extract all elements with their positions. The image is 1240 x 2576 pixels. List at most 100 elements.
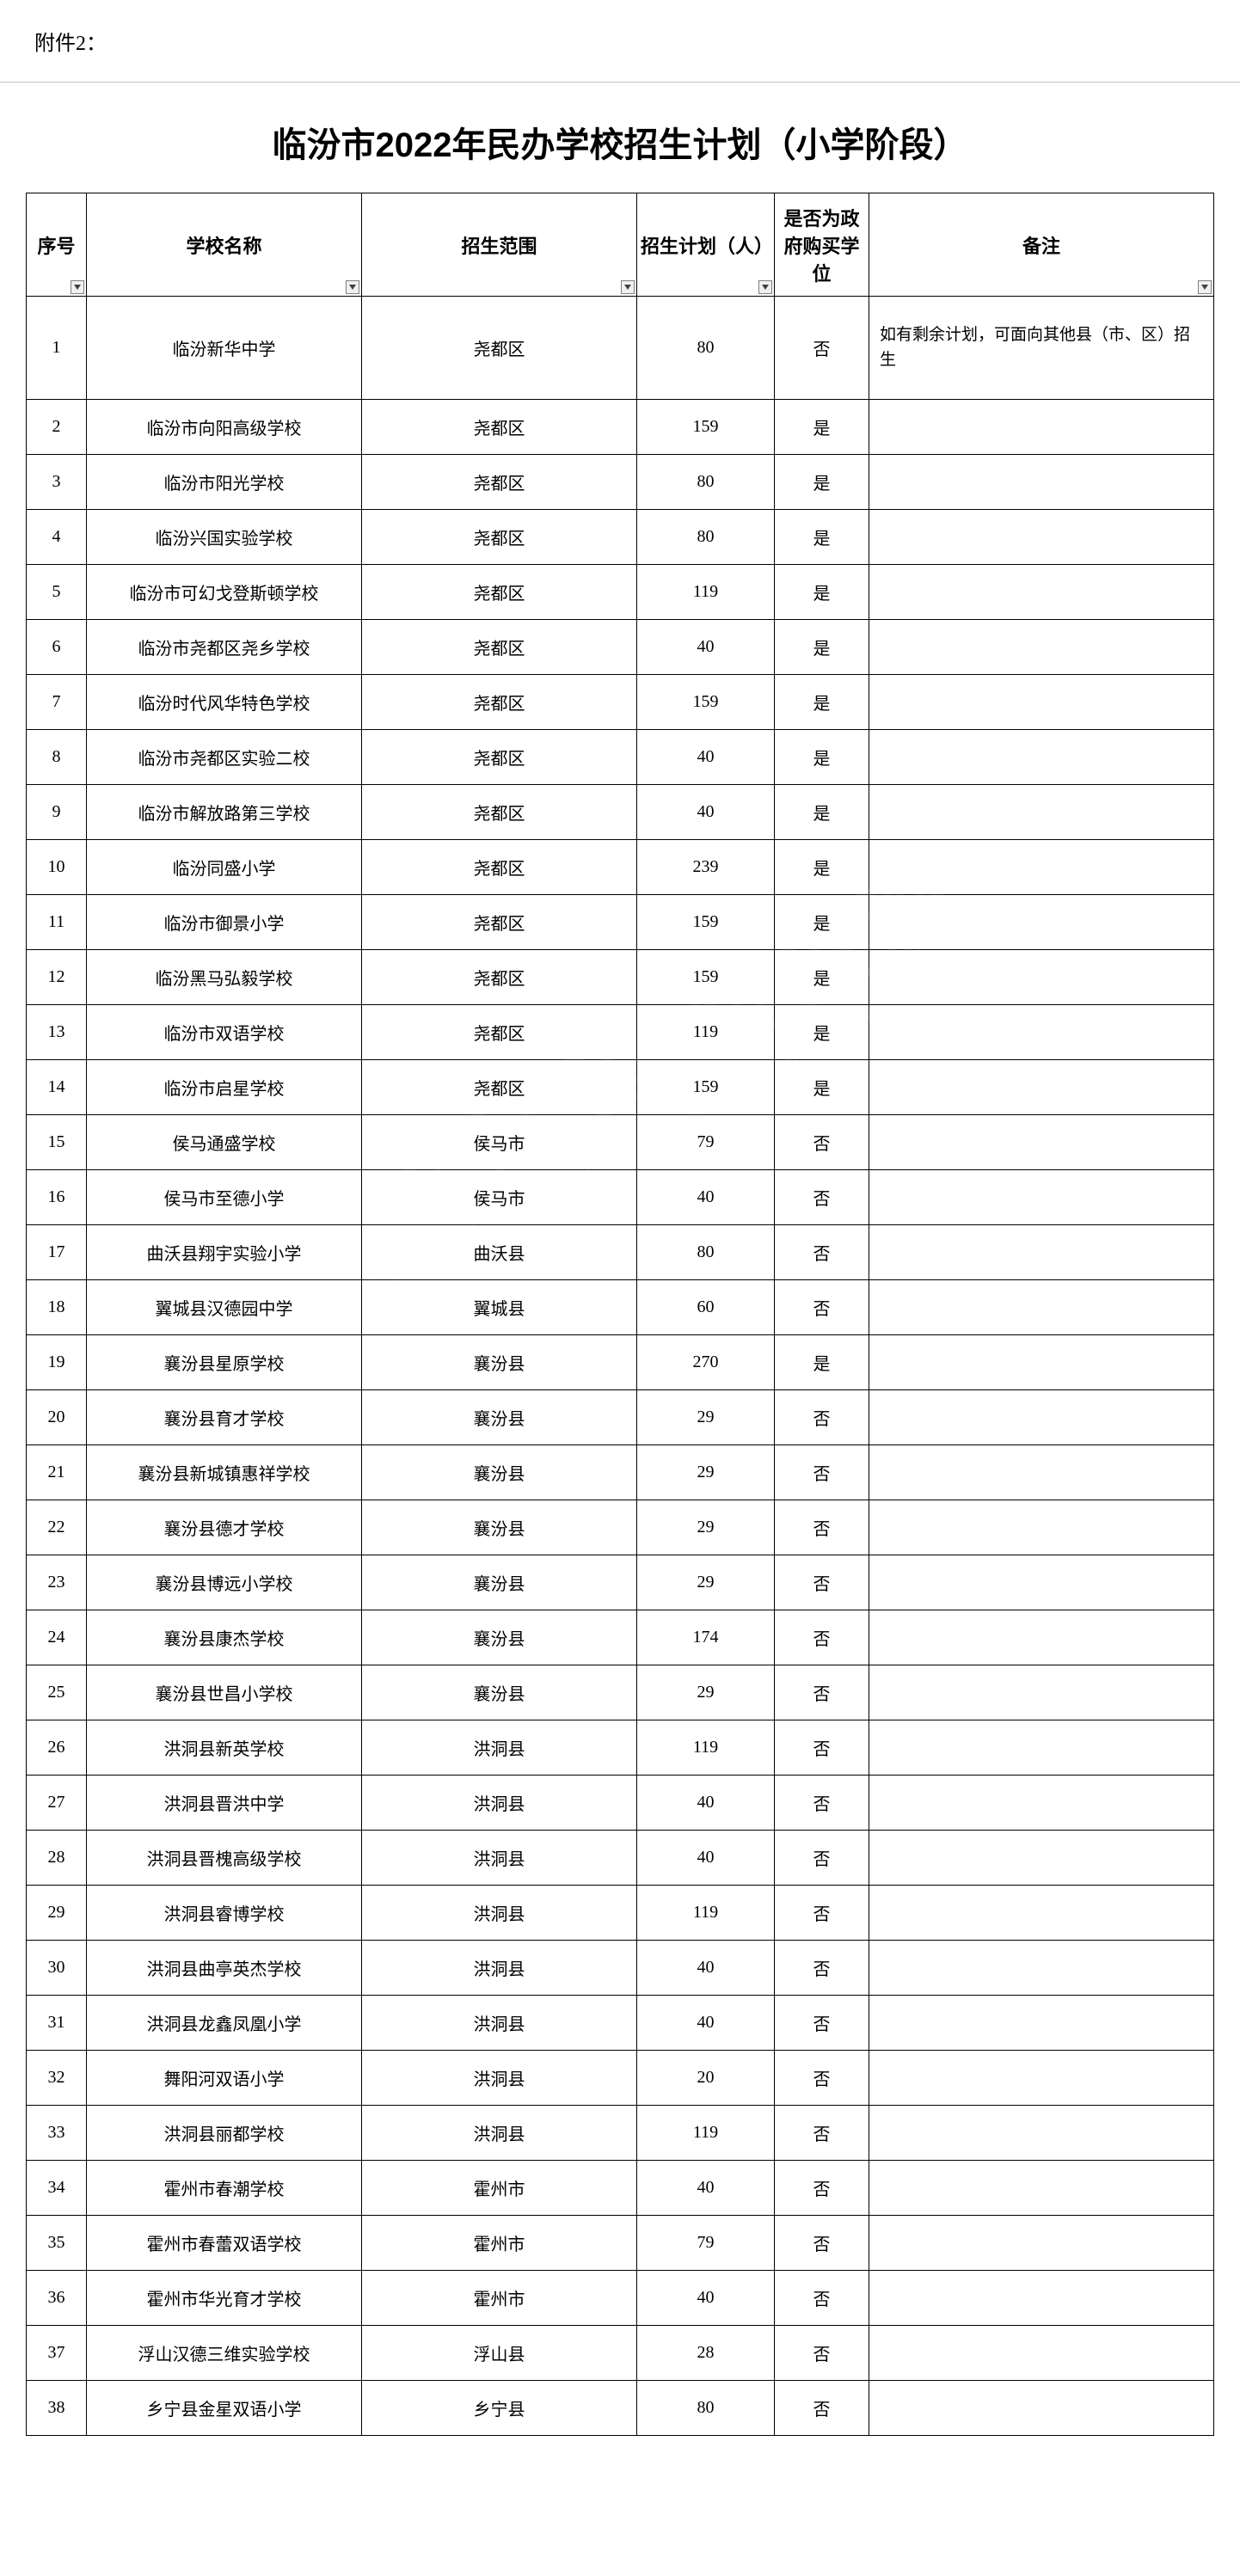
cell-gov: 否 bbox=[775, 2216, 869, 2271]
cell-gov: 否 bbox=[775, 1390, 869, 1445]
cell-gov: 否 bbox=[775, 1280, 869, 1335]
cell-plan: 80 bbox=[637, 1225, 775, 1280]
cell-plan: 159 bbox=[637, 675, 775, 730]
cell-note bbox=[869, 1060, 1214, 1115]
cell-plan: 80 bbox=[637, 510, 775, 565]
cell-idx: 28 bbox=[27, 1831, 87, 1886]
cell-plan: 79 bbox=[637, 1115, 775, 1170]
cell-gov: 是 bbox=[775, 455, 869, 510]
cell-school-name: 侯马通盛学校 bbox=[87, 1115, 362, 1170]
cell-school-name: 襄汾县康杰学校 bbox=[87, 1610, 362, 1665]
cell-plan: 28 bbox=[637, 2326, 775, 2381]
cell-idx: 36 bbox=[27, 2271, 87, 2326]
filter-icon[interactable] bbox=[346, 280, 359, 294]
table-row: 20襄汾县育才学校襄汾县29否 bbox=[27, 1390, 1214, 1445]
cell-plan: 270 bbox=[637, 1335, 775, 1390]
table-row: 15侯马通盛学校侯马市79否 bbox=[27, 1115, 1214, 1170]
cell-plan: 29 bbox=[637, 1555, 775, 1610]
cell-note bbox=[869, 1941, 1214, 1996]
cell-school-name: 舞阳河双语小学 bbox=[87, 2051, 362, 2106]
cell-note bbox=[869, 1720, 1214, 1776]
cell-plan: 119 bbox=[637, 1720, 775, 1776]
cell-gov: 是 bbox=[775, 620, 869, 675]
cell-idx: 2 bbox=[27, 400, 87, 455]
cell-idx: 12 bbox=[27, 950, 87, 1005]
cell-scope: 洪洞县 bbox=[362, 1720, 637, 1776]
cell-idx: 16 bbox=[27, 1170, 87, 1225]
cell-school-name: 临汾市双语学校 bbox=[87, 1005, 362, 1060]
cell-idx: 17 bbox=[27, 1225, 87, 1280]
cell-scope: 霍州市 bbox=[362, 2271, 637, 2326]
cell-plan: 80 bbox=[637, 455, 775, 510]
cell-scope: 尧都区 bbox=[362, 510, 637, 565]
filter-icon[interactable] bbox=[1198, 280, 1212, 294]
cell-note bbox=[869, 2051, 1214, 2106]
cell-scope: 乡宁县 bbox=[362, 2381, 637, 2436]
header-plan: 招生计划（人） bbox=[637, 193, 775, 297]
cell-scope: 曲沃县 bbox=[362, 1225, 637, 1280]
cell-note bbox=[869, 675, 1214, 730]
table-row: 10临汾同盛小学尧都区239是 bbox=[27, 840, 1214, 895]
cell-school-name: 临汾市阳光学校 bbox=[87, 455, 362, 510]
cell-gov: 否 bbox=[775, 1665, 869, 1720]
table-row: 5临汾市可幻戈登斯顿学校尧都区119是 bbox=[27, 565, 1214, 620]
table-row: 8临汾市尧都区实验二校尧都区40是 bbox=[27, 730, 1214, 785]
cell-scope: 尧都区 bbox=[362, 297, 637, 400]
page-container: 附件2： 临汾市2022年民办学校招生计划（小学阶段） 文之星·新生涯 NEW … bbox=[0, 0, 1240, 2462]
cell-plan: 159 bbox=[637, 950, 775, 1005]
cell-gov: 否 bbox=[775, 2106, 869, 2161]
cell-idx: 35 bbox=[27, 2216, 87, 2271]
cell-idx: 19 bbox=[27, 1335, 87, 1390]
cell-school-name: 霍州市春潮学校 bbox=[87, 2161, 362, 2216]
filter-icon[interactable] bbox=[621, 280, 635, 294]
cell-plan: 29 bbox=[637, 1500, 775, 1555]
table-row: 38乡宁县金星双语小学乡宁县80否 bbox=[27, 2381, 1214, 2436]
cell-idx: 4 bbox=[27, 510, 87, 565]
cell-plan: 40 bbox=[637, 2161, 775, 2216]
enrollment-table: 序号 学校名称 招生范围 招生计划（人） bbox=[26, 193, 1214, 2436]
filter-icon[interactable] bbox=[758, 280, 772, 294]
cell-note bbox=[869, 1610, 1214, 1665]
cell-school-name: 洪洞县龙鑫凤凰小学 bbox=[87, 1996, 362, 2051]
cell-idx: 25 bbox=[27, 1665, 87, 1720]
cell-note bbox=[869, 2271, 1214, 2326]
cell-plan: 119 bbox=[637, 1005, 775, 1060]
table-row: 36霍州市华光育才学校霍州市40否 bbox=[27, 2271, 1214, 2326]
table-row: 35霍州市春蕾双语学校霍州市79否 bbox=[27, 2216, 1214, 2271]
cell-idx: 21 bbox=[27, 1445, 87, 1500]
table-row: 3临汾市阳光学校尧都区80是 bbox=[27, 455, 1214, 510]
cell-note bbox=[869, 1170, 1214, 1225]
cell-plan: 29 bbox=[637, 1390, 775, 1445]
cell-scope: 尧都区 bbox=[362, 455, 637, 510]
cell-gov: 否 bbox=[775, 1886, 869, 1941]
table-row: 18翼城县汉德园中学翼城县60否 bbox=[27, 1280, 1214, 1335]
cell-note bbox=[869, 2161, 1214, 2216]
cell-school-name: 临汾市向阳高级学校 bbox=[87, 400, 362, 455]
cell-gov: 否 bbox=[775, 1225, 869, 1280]
cell-idx: 24 bbox=[27, 1610, 87, 1665]
cell-note bbox=[869, 895, 1214, 950]
cell-note bbox=[869, 1335, 1214, 1390]
table-row: 32舞阳河双语小学洪洞县20否 bbox=[27, 2051, 1214, 2106]
cell-scope: 襄汾县 bbox=[362, 1445, 637, 1500]
cell-idx: 8 bbox=[27, 730, 87, 785]
cell-note bbox=[869, 1280, 1214, 1335]
table-row: 9临汾市解放路第三学校尧都区40是 bbox=[27, 785, 1214, 840]
cell-plan: 119 bbox=[637, 565, 775, 620]
cell-school-name: 洪洞县睿博学校 bbox=[87, 1886, 362, 1941]
cell-school-name: 襄汾县博远小学校 bbox=[87, 1555, 362, 1610]
table-row: 11临汾市御景小学尧都区159是 bbox=[27, 895, 1214, 950]
filter-icon[interactable] bbox=[71, 280, 84, 294]
table-row: 34霍州市春潮学校霍州市40否 bbox=[27, 2161, 1214, 2216]
cell-gov: 否 bbox=[775, 1500, 869, 1555]
table-row: 13临汾市双语学校尧都区119是 bbox=[27, 1005, 1214, 1060]
cell-plan: 40 bbox=[637, 730, 775, 785]
cell-scope: 襄汾县 bbox=[362, 1665, 637, 1720]
cell-gov: 否 bbox=[775, 1996, 869, 2051]
cell-scope: 侯马市 bbox=[362, 1170, 637, 1225]
cell-gov: 是 bbox=[775, 400, 869, 455]
cell-scope: 襄汾县 bbox=[362, 1500, 637, 1555]
table-header-row: 序号 学校名称 招生范围 招生计划（人） bbox=[27, 193, 1214, 297]
cell-gov: 否 bbox=[775, 1831, 869, 1886]
cell-idx: 13 bbox=[27, 1005, 87, 1060]
